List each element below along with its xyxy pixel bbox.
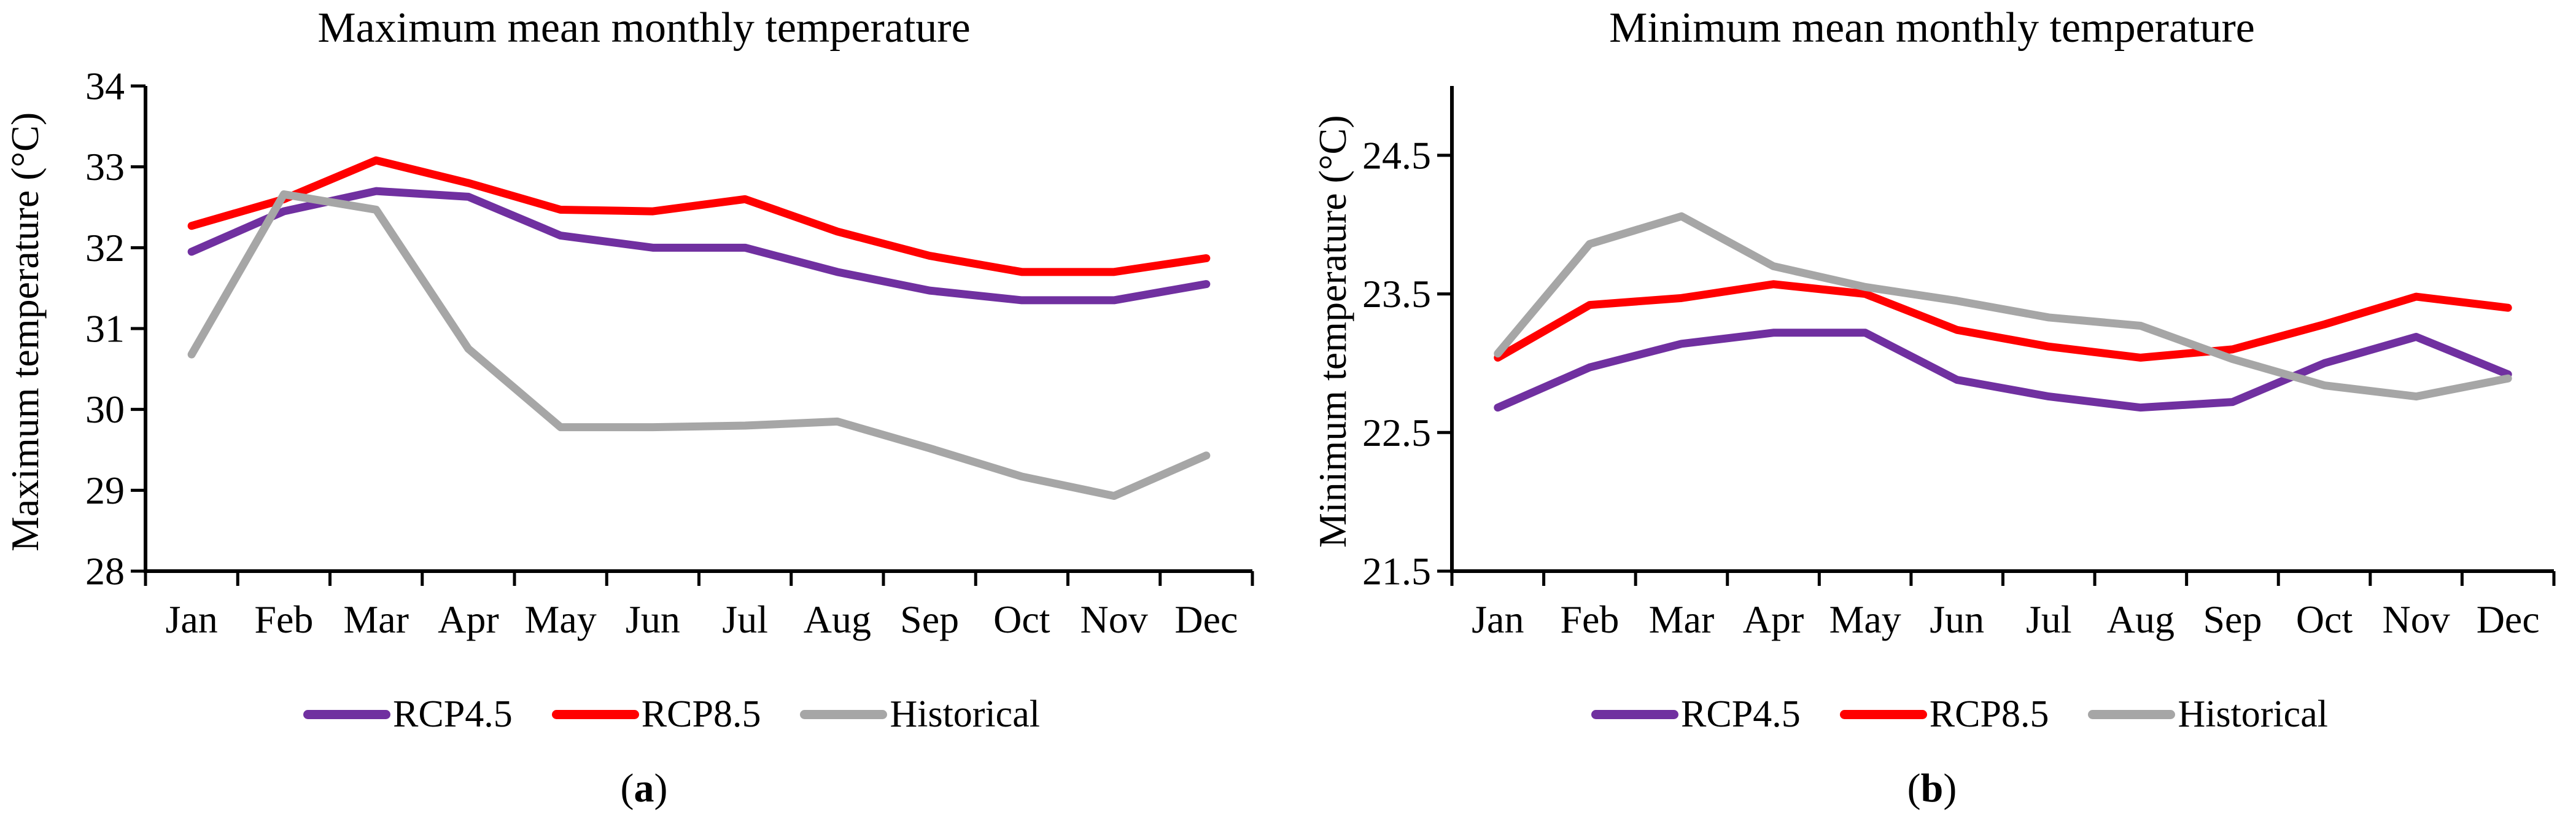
legend-label: RCP8.5 (1929, 693, 2049, 735)
legend-label: RCP4.5 (393, 693, 513, 735)
x-tick-label: Oct (993, 598, 1050, 641)
legend-item-rcp45: RCP4.5 (303, 693, 513, 736)
caption-letter: a (634, 766, 654, 811)
y-tick-label: 31 (85, 307, 125, 351)
series-line-rcp85 (1494, 280, 2512, 362)
legend-swatch (800, 710, 888, 719)
x-tick-label: May (524, 598, 596, 641)
legend-swatch (1591, 710, 1679, 719)
panel-caption-b: (b) (1288, 765, 2576, 812)
x-tick-label: Oct (2296, 598, 2353, 641)
x-tick-label: May (1829, 598, 1901, 641)
x-tick-label: Aug (2107, 598, 2174, 641)
panel-max-temperature: Maximum mean monthly temperature Maximum… (0, 4, 1288, 812)
x-tick-label: Jul (2026, 598, 2072, 641)
series-line-rcp45 (1494, 329, 2512, 412)
legend-item-rcp85: RCP8.5 (551, 693, 761, 736)
x-tick-label: Mar (343, 598, 409, 641)
legend-item-historical: Historical (800, 693, 1040, 736)
legend-label: RCP8.5 (641, 693, 761, 735)
x-tick-label: Jan (165, 598, 217, 641)
series-line-historical (1494, 212, 2512, 401)
y-tick-label: 34 (85, 64, 125, 108)
x-tick-label: Dec (1174, 598, 1238, 641)
legend-item-historical: Historical (2088, 693, 2328, 736)
panel-caption-a: (a) (0, 765, 1288, 812)
x-tick-label: Jan (1472, 598, 1524, 641)
chart-title-min: Minimum mean monthly temperature (1609, 4, 2255, 52)
x-tick-label: Mar (1649, 598, 1715, 641)
legend-max: RCP4.5 RCP8.5 Historical (55, 693, 1288, 736)
y-tick-label: 30 (85, 388, 125, 431)
x-tick-label: Dec (2477, 598, 2540, 641)
y-tick-label: 29 (85, 469, 125, 512)
x-tick-label: Sep (2203, 598, 2262, 641)
y-tick-label: 24.5 (1362, 133, 1431, 177)
x-tick-label: Jun (626, 598, 680, 641)
caption-open-paren: ( (620, 766, 634, 811)
max-temp-chart: 28 29 30 31 32 33 34 Jan Feb Mar Apr May Jun Jul Aug Se… (85, 64, 1254, 641)
legend-swatch (303, 710, 391, 719)
x-tick-label: Sep (900, 598, 959, 641)
x-tick-label: Nov (1080, 598, 1148, 641)
legend-label: Historical (890, 693, 1040, 735)
x-tick-label: Aug (804, 598, 871, 641)
caption-letter: b (1920, 766, 1944, 811)
series-line-historical (187, 190, 1211, 501)
x-tick-label: Nov (2383, 598, 2450, 641)
x-tick-label: Feb (254, 598, 313, 641)
legend-swatch (1839, 710, 1927, 719)
panel-min-temperature: Minimum mean monthly temperature Minimum… (1288, 0, 2576, 826)
series-line-rcp45 (187, 187, 1211, 305)
series-line-rcp85 (187, 156, 1211, 276)
caption-close-paren: ) (1943, 766, 1957, 811)
legend-item-rcp45: RCP4.5 (1591, 693, 1801, 736)
caption-close-paren: ) (654, 766, 668, 811)
x-tick-label: Jun (1930, 598, 1984, 641)
y-tick-label: 32 (85, 226, 125, 270)
legend-item-rcp85: RCP8.5 (1839, 693, 2049, 736)
chart-title-max: Maximum mean monthly temperature (317, 4, 971, 52)
legend-swatch (2088, 710, 2176, 719)
y-tick-label: 28 (85, 550, 125, 593)
caption-open-paren: ( (1907, 766, 1921, 811)
x-tick-label: Apr (438, 598, 499, 641)
legend-swatch (551, 710, 639, 719)
x-tick-label: Apr (1743, 598, 1804, 641)
x-tick-label: Jul (722, 598, 768, 641)
min-temp-chart: 21.5 22.5 23.5 24.5 Jan Feb Mar Apr May Jun Jul Aug… (1362, 86, 2556, 641)
y-tick-label: 22.5 (1362, 411, 1431, 454)
legend-min: RCP4.5 RCP8.5 Historical (1343, 693, 2576, 736)
y-tick-label: 21.5 (1362, 550, 1431, 593)
x-tick-label: Feb (1560, 598, 1619, 641)
y-tick-label: 23.5 (1362, 272, 1431, 316)
y-tick-label: 33 (85, 145, 125, 189)
legend-label: Historical (2178, 693, 2328, 735)
legend-label: RCP4.5 (1681, 693, 1801, 735)
